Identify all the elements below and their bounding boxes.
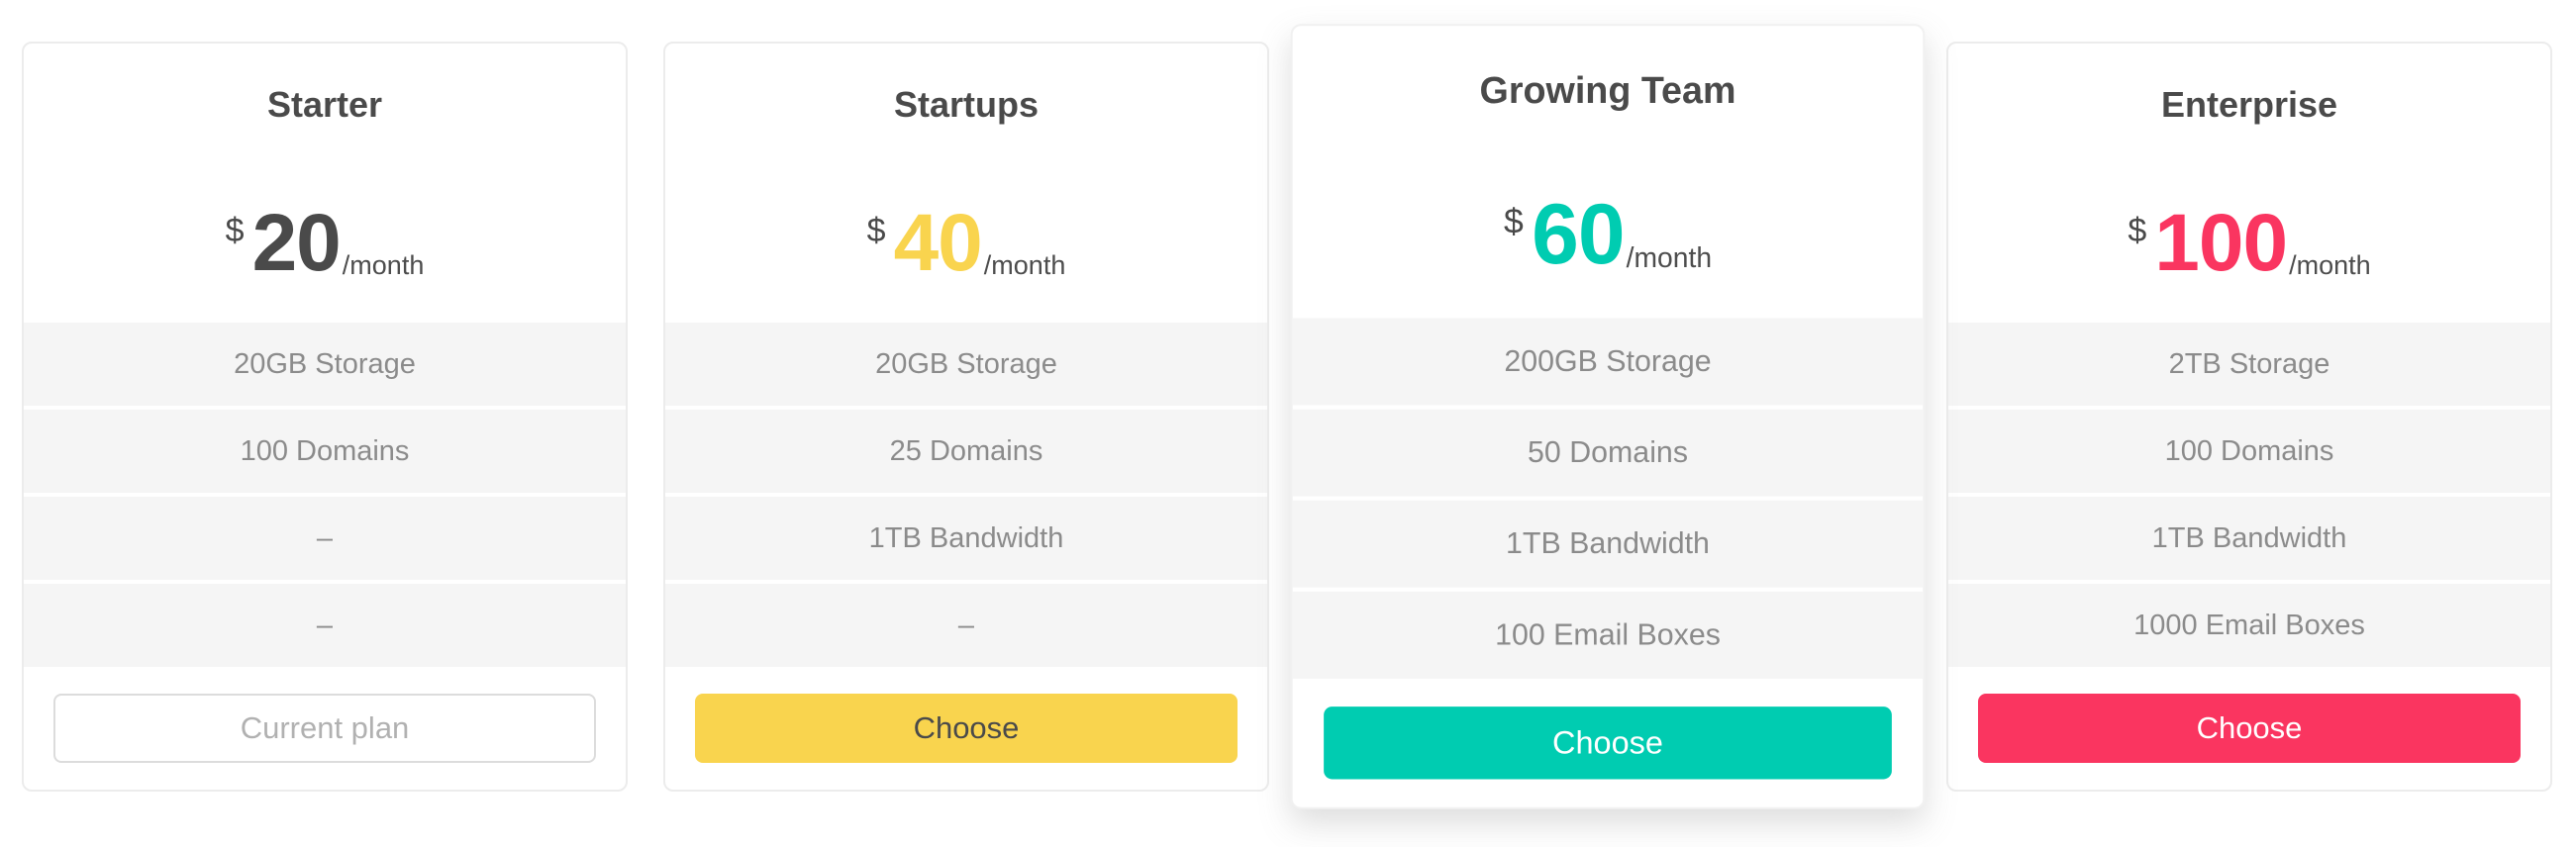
feature-row: –: [24, 497, 626, 580]
plan-feature-list: 20GB Storage 100 Domains – –: [24, 323, 626, 667]
feature-row: 100 Email Boxes: [1292, 591, 1924, 679]
plan-card-growing-team: Growing Team $ 60 /month 200GB Storage 5…: [1290, 24, 1926, 809]
plan-price: $ 60 /month: [1293, 111, 1924, 318]
feature-row: 1TB Bandwidth: [1292, 500, 1924, 588]
feature-row: –: [24, 584, 626, 667]
plan-feature-list: 20GB Storage 25 Domains 1TB Bandwidth –: [665, 323, 1267, 667]
choose-button[interactable]: Choose: [1324, 706, 1892, 780]
feature-row: 1TB Bandwidth: [1948, 497, 2550, 580]
plan-header: Startups $ 40 /month: [665, 44, 1267, 323]
pricing-table: Starter $ 20 /month 20GB Storage 100 Dom…: [22, 24, 2552, 809]
currency-symbol: $: [866, 212, 886, 250]
choose-button[interactable]: Choose: [1978, 694, 2521, 763]
plan-card-startups: Startups $ 40 /month 20GB Storage 25 Dom…: [663, 42, 1269, 792]
plan-footer: Choose: [1948, 667, 2550, 790]
feature-row: 50 Domains: [1292, 409, 1924, 497]
plan-price: $ 40 /month: [665, 125, 1267, 323]
plan-card-starter: Starter $ 20 /month 20GB Storage 100 Dom…: [22, 42, 628, 792]
price-amount: 40: [893, 198, 983, 289]
price-period: /month: [342, 249, 425, 280]
feature-row: 20GB Storage: [665, 323, 1267, 406]
feature-row: 1TB Bandwidth: [665, 497, 1267, 580]
plan-header: Starter $ 20 /month: [24, 44, 626, 323]
feature-row: 1000 Email Boxes: [1948, 584, 2550, 667]
currency-symbol: $: [1503, 202, 1524, 242]
plan-footer: Current plan: [24, 667, 626, 790]
plan-title: Enterprise: [2160, 84, 2338, 125]
price-period: /month: [983, 249, 1066, 280]
feature-row: 200GB Storage: [1292, 318, 1924, 406]
plan-header: Growing Team $ 60 /month: [1293, 26, 1924, 318]
plan-card-enterprise: Enterprise $ 100 /month 2TB Storage 100 …: [1946, 42, 2552, 792]
price-amount: 60: [1532, 188, 1625, 283]
feature-row: –: [665, 584, 1267, 667]
price-period: /month: [2289, 249, 2371, 280]
plan-price: $ 100 /month: [1948, 125, 2550, 323]
price-amount: 100: [2154, 198, 2288, 289]
plan-feature-list: 2TB Storage 100 Domains 1TB Bandwidth 10…: [1948, 323, 2550, 667]
plan-price: $ 20 /month: [24, 125, 626, 323]
plan-title: Growing Team: [1479, 68, 1736, 112]
price-amount: 20: [251, 198, 342, 289]
feature-row: 100 Domains: [24, 410, 626, 493]
plan-header: Enterprise $ 100 /month: [1948, 44, 2550, 323]
choose-button[interactable]: Choose: [695, 694, 1238, 763]
feature-row: 25 Domains: [665, 410, 1267, 493]
price-period: /month: [1626, 241, 1713, 274]
current-plan-button[interactable]: Current plan: [53, 694, 596, 763]
plan-feature-list: 200GB Storage 50 Domains 1TB Bandwidth 1…: [1292, 318, 1924, 679]
plan-footer: Choose: [1293, 679, 1924, 807]
currency-symbol: $: [225, 212, 245, 250]
feature-row: 20GB Storage: [24, 323, 626, 406]
feature-row: 100 Domains: [1948, 410, 2550, 493]
plan-title: Startups: [893, 84, 1040, 125]
plan-title: Starter: [266, 84, 383, 125]
currency-symbol: $: [2128, 212, 2147, 250]
feature-row: 2TB Storage: [1948, 323, 2550, 406]
plan-footer: Choose: [665, 667, 1267, 790]
